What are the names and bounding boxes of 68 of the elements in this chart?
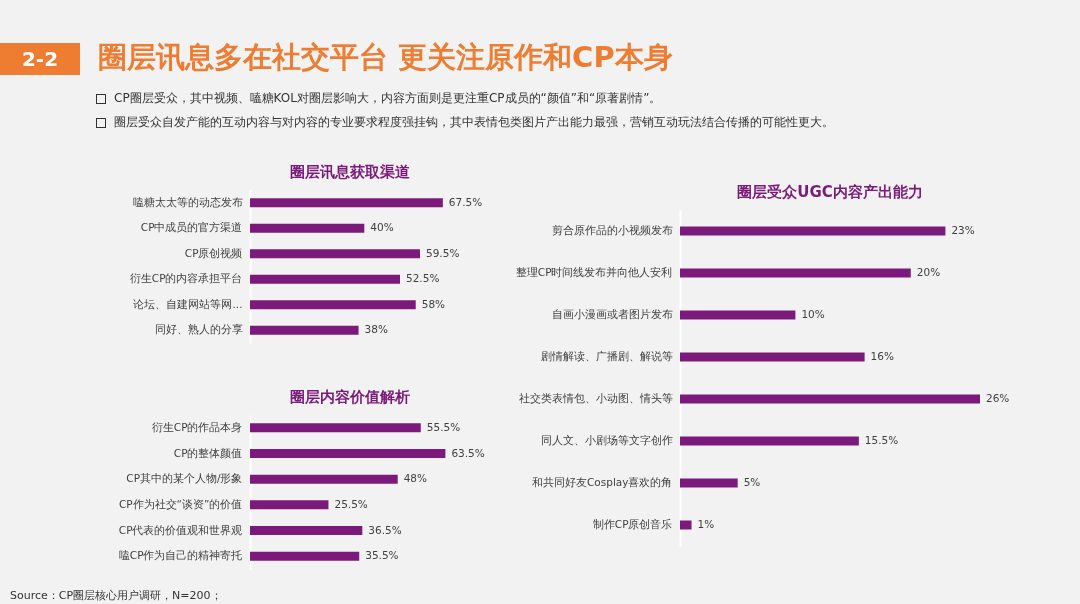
data-label: 48% bbox=[403, 472, 428, 485]
bar bbox=[250, 325, 359, 335]
bar bbox=[250, 423, 421, 433]
bar bbox=[680, 478, 738, 488]
y-tick-label: 嗑糖太太等的动态发布 bbox=[132, 195, 243, 208]
y-tick-label: 剧情解读、广播剧、解说等 bbox=[540, 350, 673, 362]
data-label: 26% bbox=[986, 392, 1010, 404]
y-tick-label: CP作为社交“谈资”的价值 bbox=[118, 497, 243, 510]
bar bbox=[680, 352, 865, 362]
data-label: 58% bbox=[421, 297, 446, 310]
chart-title: 圈层讯息获取渠道 bbox=[290, 163, 411, 181]
chart-title: 圈层内容价值解析 bbox=[290, 388, 410, 406]
data-label: 10% bbox=[801, 308, 825, 320]
bar bbox=[680, 226, 946, 236]
y-tick-label: CP中成员的官方渠道 bbox=[140, 221, 243, 234]
data-label: 63.5% bbox=[451, 446, 485, 459]
data-label: 67.5% bbox=[448, 195, 483, 208]
bar bbox=[250, 274, 400, 284]
text: 2-2 bbox=[0, 43, 80, 75]
y-tick-label: 同好、熟人的分享 bbox=[154, 323, 243, 336]
y-tick-label: 整理CP时间线发布并向他人安利 bbox=[515, 266, 673, 278]
data-label: 25.5% bbox=[334, 497, 368, 510]
y-tick-label: CP其中的某个人物/形象 bbox=[126, 472, 243, 485]
text: 圈层受众自发产能的互动内容与对内容的专业要求程度强挂钩，其中表情包类图片产出能力最强，营销互动玩法结合传播的可能性更大。 bbox=[113, 114, 834, 131]
data-label: 16% bbox=[870, 350, 894, 362]
bar bbox=[250, 249, 420, 259]
bar bbox=[680, 268, 911, 278]
bar bbox=[680, 520, 692, 530]
bar bbox=[250, 223, 365, 233]
y-tick-label: 论坛、自建网站等网... bbox=[133, 297, 243, 310]
y-tick-label: 衍生CP的作品本身 bbox=[151, 420, 243, 433]
data-label: 1% bbox=[697, 518, 715, 530]
y-tick-label: 嗑CP作为自己的精神寄托 bbox=[118, 549, 243, 562]
data-label: 55.5% bbox=[426, 420, 461, 433]
text: 圈层讯息多在社交平台 更关注原作和CP本身 bbox=[98, 39, 673, 76]
y-tick-label: 自画小漫画或者图片发布 bbox=[551, 308, 673, 320]
y-tick-label: 社交类表情包、小动图、情头等 bbox=[518, 392, 673, 404]
y-tick-label: CP的整体颜值 bbox=[173, 446, 243, 459]
bar bbox=[250, 474, 398, 484]
text: CP圈层受众，其中视频、嗑糖KOL对圈层影响大，内容方面则是更注重CP成员的“颜值”和“原著剧情”。 bbox=[113, 90, 662, 107]
bar bbox=[250, 449, 446, 458]
data-label: 5% bbox=[743, 476, 761, 488]
bar bbox=[250, 500, 329, 510]
data-label: 38% bbox=[364, 323, 388, 336]
y-tick-label: CP代表的价值观和世界观 bbox=[118, 523, 243, 536]
y-tick-label: 衍生CP的内容承担平台 bbox=[129, 272, 243, 285]
data-label: 59.5% bbox=[426, 246, 460, 259]
bar bbox=[680, 394, 980, 404]
y-tick-label: 和共同好友Cosplay喜欢的角 bbox=[532, 476, 673, 488]
data-label: 35.5% bbox=[365, 549, 399, 562]
bar bbox=[680, 436, 859, 446]
y-tick-label: 同人文、小剧场等文字创作 bbox=[540, 434, 673, 446]
data-label: 20% bbox=[916, 266, 941, 278]
chart-title: 圈层受众UGC内容产出能力 bbox=[737, 183, 923, 201]
data-label: 36.5% bbox=[368, 523, 402, 536]
data-label: 52.5% bbox=[406, 272, 440, 285]
bar bbox=[250, 551, 360, 561]
bar bbox=[250, 526, 363, 535]
data-label: 23% bbox=[951, 224, 975, 236]
y-tick-label: 制作CP原创音乐 bbox=[592, 518, 673, 530]
y-tick-label: 剪合原作品的小视频发布 bbox=[551, 224, 673, 236]
bar bbox=[250, 300, 416, 310]
bar bbox=[250, 198, 443, 208]
data-label: 15.5% bbox=[864, 434, 899, 446]
bar bbox=[680, 310, 796, 320]
data-label: 40% bbox=[370, 221, 394, 234]
source-note: Source：CP圈层核心用户调研，N=200； bbox=[10, 588, 222, 603]
y-tick-label: CP原创视频 bbox=[184, 246, 243, 259]
